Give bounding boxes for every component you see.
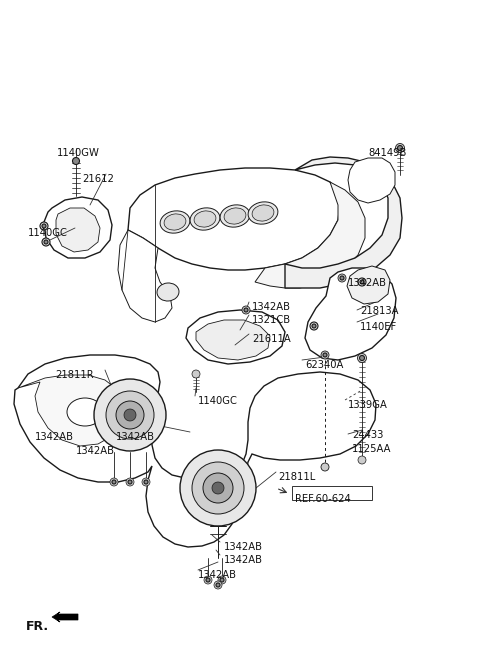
Circle shape	[94, 379, 166, 451]
Circle shape	[360, 280, 364, 284]
Circle shape	[112, 480, 116, 484]
Circle shape	[142, 478, 150, 486]
Circle shape	[218, 576, 226, 584]
Circle shape	[358, 353, 367, 363]
Text: 21611A: 21611A	[252, 334, 291, 344]
Text: 1342AB: 1342AB	[76, 446, 115, 456]
Text: 1140GC: 1140GC	[198, 396, 238, 406]
Text: REF.60-624: REF.60-624	[295, 494, 351, 504]
Polygon shape	[128, 168, 340, 270]
Circle shape	[110, 478, 118, 486]
Ellipse shape	[252, 205, 274, 221]
Circle shape	[397, 145, 403, 150]
Polygon shape	[18, 375, 125, 446]
Polygon shape	[285, 157, 402, 288]
Text: 84149B: 84149B	[368, 148, 407, 158]
Text: 1342AB: 1342AB	[252, 302, 291, 312]
Polygon shape	[56, 208, 100, 252]
Ellipse shape	[164, 214, 186, 230]
Circle shape	[180, 450, 256, 526]
Text: 1125AA: 1125AA	[352, 444, 392, 454]
Circle shape	[358, 456, 366, 464]
Text: 21811L: 21811L	[278, 472, 315, 482]
Polygon shape	[347, 266, 390, 304]
Circle shape	[216, 583, 220, 587]
Circle shape	[204, 576, 212, 584]
Text: 1342AB: 1342AB	[224, 542, 263, 552]
Text: 24433: 24433	[352, 430, 384, 440]
Circle shape	[42, 238, 50, 246]
Circle shape	[72, 158, 80, 164]
Ellipse shape	[67, 398, 103, 426]
Polygon shape	[186, 310, 285, 364]
Circle shape	[42, 224, 46, 228]
Polygon shape	[118, 230, 172, 322]
Bar	[292, 486, 372, 500]
Circle shape	[192, 462, 244, 514]
Ellipse shape	[157, 283, 179, 301]
Circle shape	[396, 143, 405, 152]
Polygon shape	[255, 182, 365, 288]
Text: 1339GA: 1339GA	[348, 400, 388, 410]
Circle shape	[321, 463, 329, 471]
Polygon shape	[44, 197, 112, 258]
Circle shape	[360, 355, 364, 361]
Circle shape	[212, 482, 224, 494]
Text: 1342AB: 1342AB	[224, 555, 263, 565]
Circle shape	[126, 478, 134, 486]
Text: 1140EF: 1140EF	[360, 322, 397, 332]
Ellipse shape	[224, 208, 246, 224]
Ellipse shape	[160, 211, 190, 233]
Circle shape	[220, 578, 224, 582]
Text: 21811R: 21811R	[55, 370, 94, 380]
Circle shape	[338, 274, 346, 282]
Text: 1342AB: 1342AB	[348, 278, 387, 288]
Text: 62340A: 62340A	[305, 360, 343, 370]
Polygon shape	[14, 355, 376, 547]
Circle shape	[192, 370, 200, 378]
Circle shape	[124, 409, 136, 421]
Ellipse shape	[220, 205, 250, 227]
Circle shape	[323, 353, 327, 357]
Ellipse shape	[194, 211, 216, 227]
Circle shape	[106, 391, 154, 439]
Circle shape	[40, 222, 48, 230]
Text: 1342AB: 1342AB	[35, 432, 74, 442]
Circle shape	[128, 480, 132, 484]
Text: 21612: 21612	[82, 174, 114, 184]
Text: 1321CB: 1321CB	[252, 315, 291, 325]
Circle shape	[206, 578, 210, 582]
Text: 1342AB: 1342AB	[198, 570, 237, 580]
Text: 1140GC: 1140GC	[28, 228, 68, 238]
Circle shape	[116, 401, 144, 429]
Text: FR.: FR.	[26, 620, 49, 633]
Text: 1140GW: 1140GW	[57, 148, 100, 158]
Circle shape	[44, 240, 48, 244]
Circle shape	[144, 480, 148, 484]
Circle shape	[214, 581, 222, 589]
Circle shape	[321, 351, 329, 359]
Polygon shape	[305, 268, 396, 360]
Text: 1342AB: 1342AB	[116, 432, 155, 442]
Circle shape	[312, 324, 316, 328]
Text: 21813A: 21813A	[360, 306, 398, 316]
Ellipse shape	[248, 202, 278, 224]
Circle shape	[340, 276, 344, 280]
Circle shape	[244, 308, 248, 312]
Circle shape	[358, 278, 366, 286]
Polygon shape	[52, 612, 78, 622]
Polygon shape	[196, 320, 270, 360]
Polygon shape	[348, 158, 395, 203]
Circle shape	[203, 473, 233, 503]
Ellipse shape	[190, 208, 220, 230]
Circle shape	[310, 322, 318, 330]
Circle shape	[242, 306, 250, 314]
